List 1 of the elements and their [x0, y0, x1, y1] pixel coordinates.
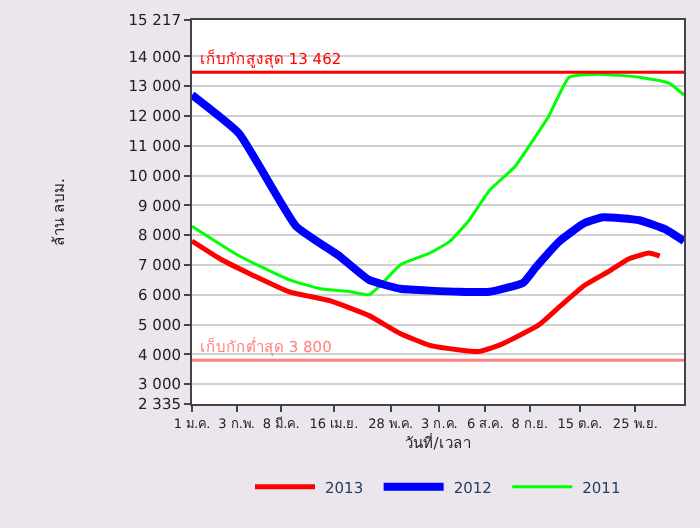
line-series	[192, 238, 663, 354]
